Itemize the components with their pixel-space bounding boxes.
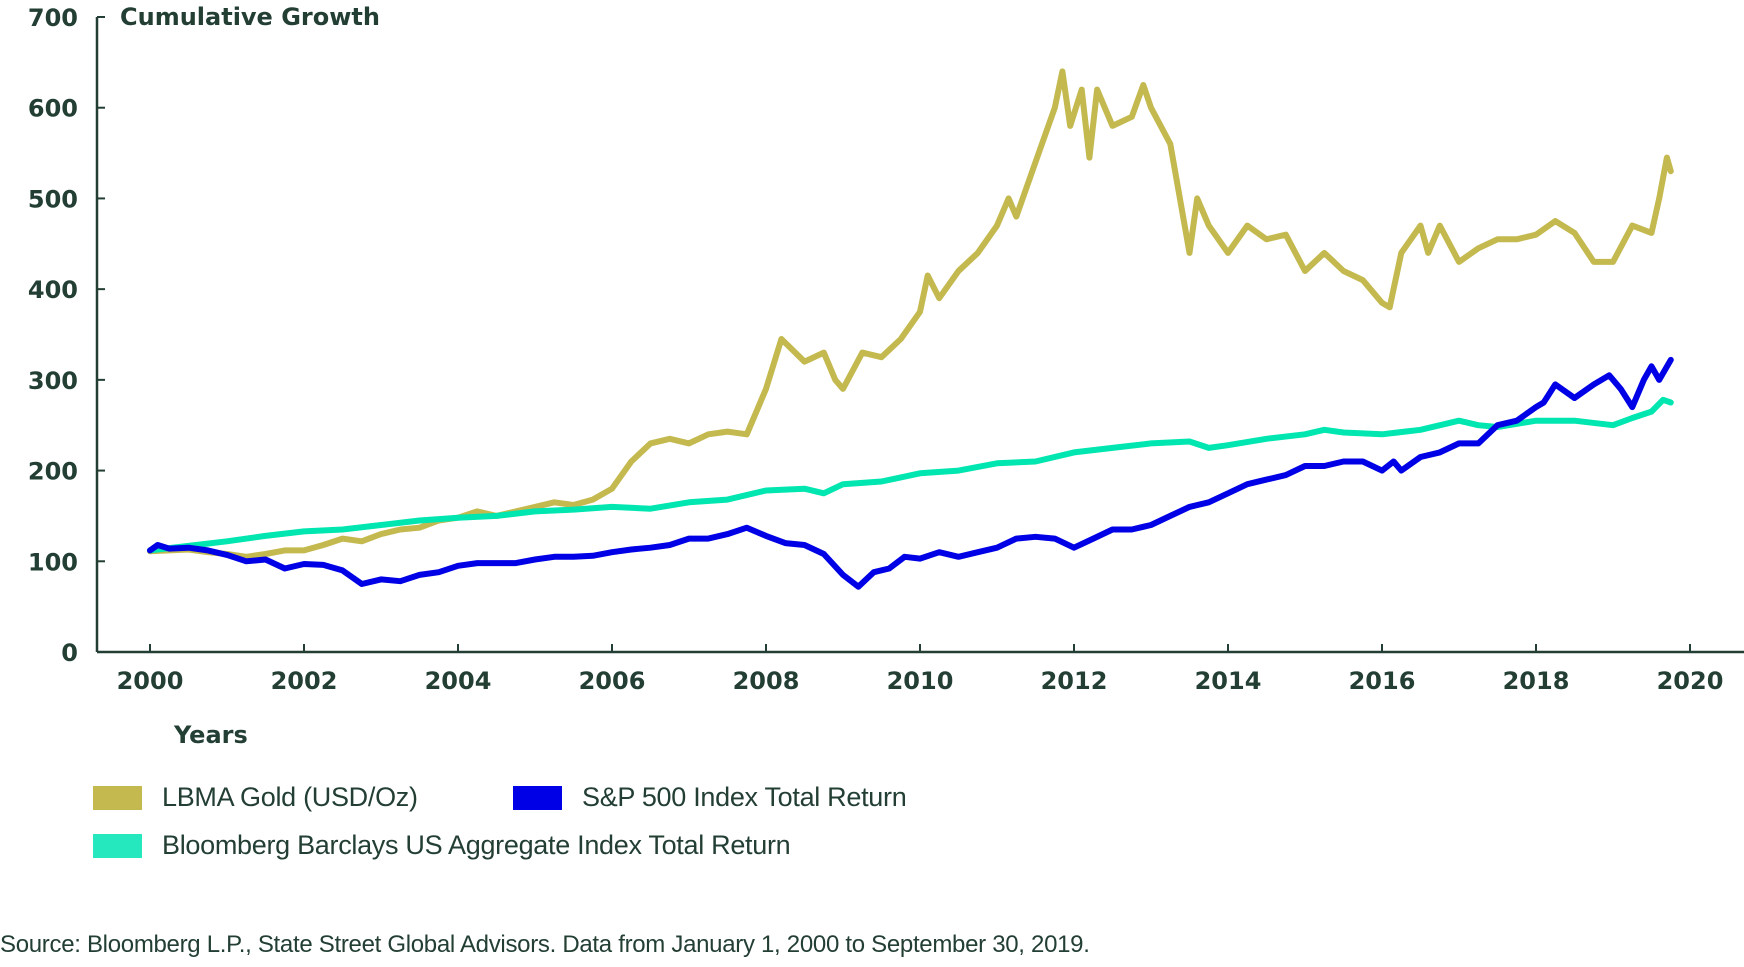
x-tick-label: 2014 <box>1195 667 1262 695</box>
x-tick-label: 2010 <box>887 667 954 695</box>
y-tick-label: 200 <box>28 458 78 486</box>
y-tick-label: 500 <box>28 185 78 213</box>
y-axis: 0 100 200 300 400 500 600 700 <box>28 4 105 667</box>
series-layer <box>147 68 1674 590</box>
legend-swatch-bonds <box>93 833 142 858</box>
x-tick-label: 2000 <box>117 667 184 695</box>
sp500-line <box>147 356 1674 590</box>
x-tick-label: 2018 <box>1503 667 1570 695</box>
y-tick-label: 700 <box>28 4 78 32</box>
y-tick-label: 400 <box>28 276 78 304</box>
y-tick-label: 0 <box>61 639 78 667</box>
legend-swatch-gold <box>93 785 142 810</box>
y-tick-label: 100 <box>28 548 78 576</box>
x-tick-label: 2006 <box>579 667 646 695</box>
x-axis: 2000 2002 2004 2006 2008 2010 2012 2014 2016 2018… <box>97 644 1744 695</box>
legend-label-bonds: Bloomberg Barclays US Aggregate Index To… <box>162 830 791 860</box>
bonds-line <box>147 396 1674 554</box>
x-tick-label: 2012 <box>1041 667 1108 695</box>
legend-item-sp500: S&P 500 Index Total Return <box>513 782 907 813</box>
legend-swatch-sp500 <box>513 785 562 810</box>
source-note: Source: Bloomberg L.P., State Street Glo… <box>0 931 1090 958</box>
legend-label-sp500: S&P 500 Index Total Return <box>582 782 907 812</box>
x-tick-label: 2002 <box>271 667 338 695</box>
x-tick-label: 2008 <box>733 667 800 695</box>
y-tick-label: 300 <box>28 367 78 395</box>
x-tick-label: 2016 <box>1349 667 1416 695</box>
legend-item-bonds: Bloomberg Barclays US Aggregate Index To… <box>93 830 791 861</box>
gold-line <box>147 68 1674 560</box>
y-tick-label: 600 <box>28 95 78 123</box>
x-axis-title: Years <box>173 721 248 749</box>
legend-item-gold: LBMA Gold (USD/Oz) <box>93 782 418 813</box>
chart-title: Cumulative Growth <box>120 3 380 31</box>
x-tick-label: 2004 <box>425 667 492 695</box>
legend-label-gold: LBMA Gold (USD/Oz) <box>162 782 418 812</box>
x-tick-label: 2020 <box>1657 667 1724 695</box>
